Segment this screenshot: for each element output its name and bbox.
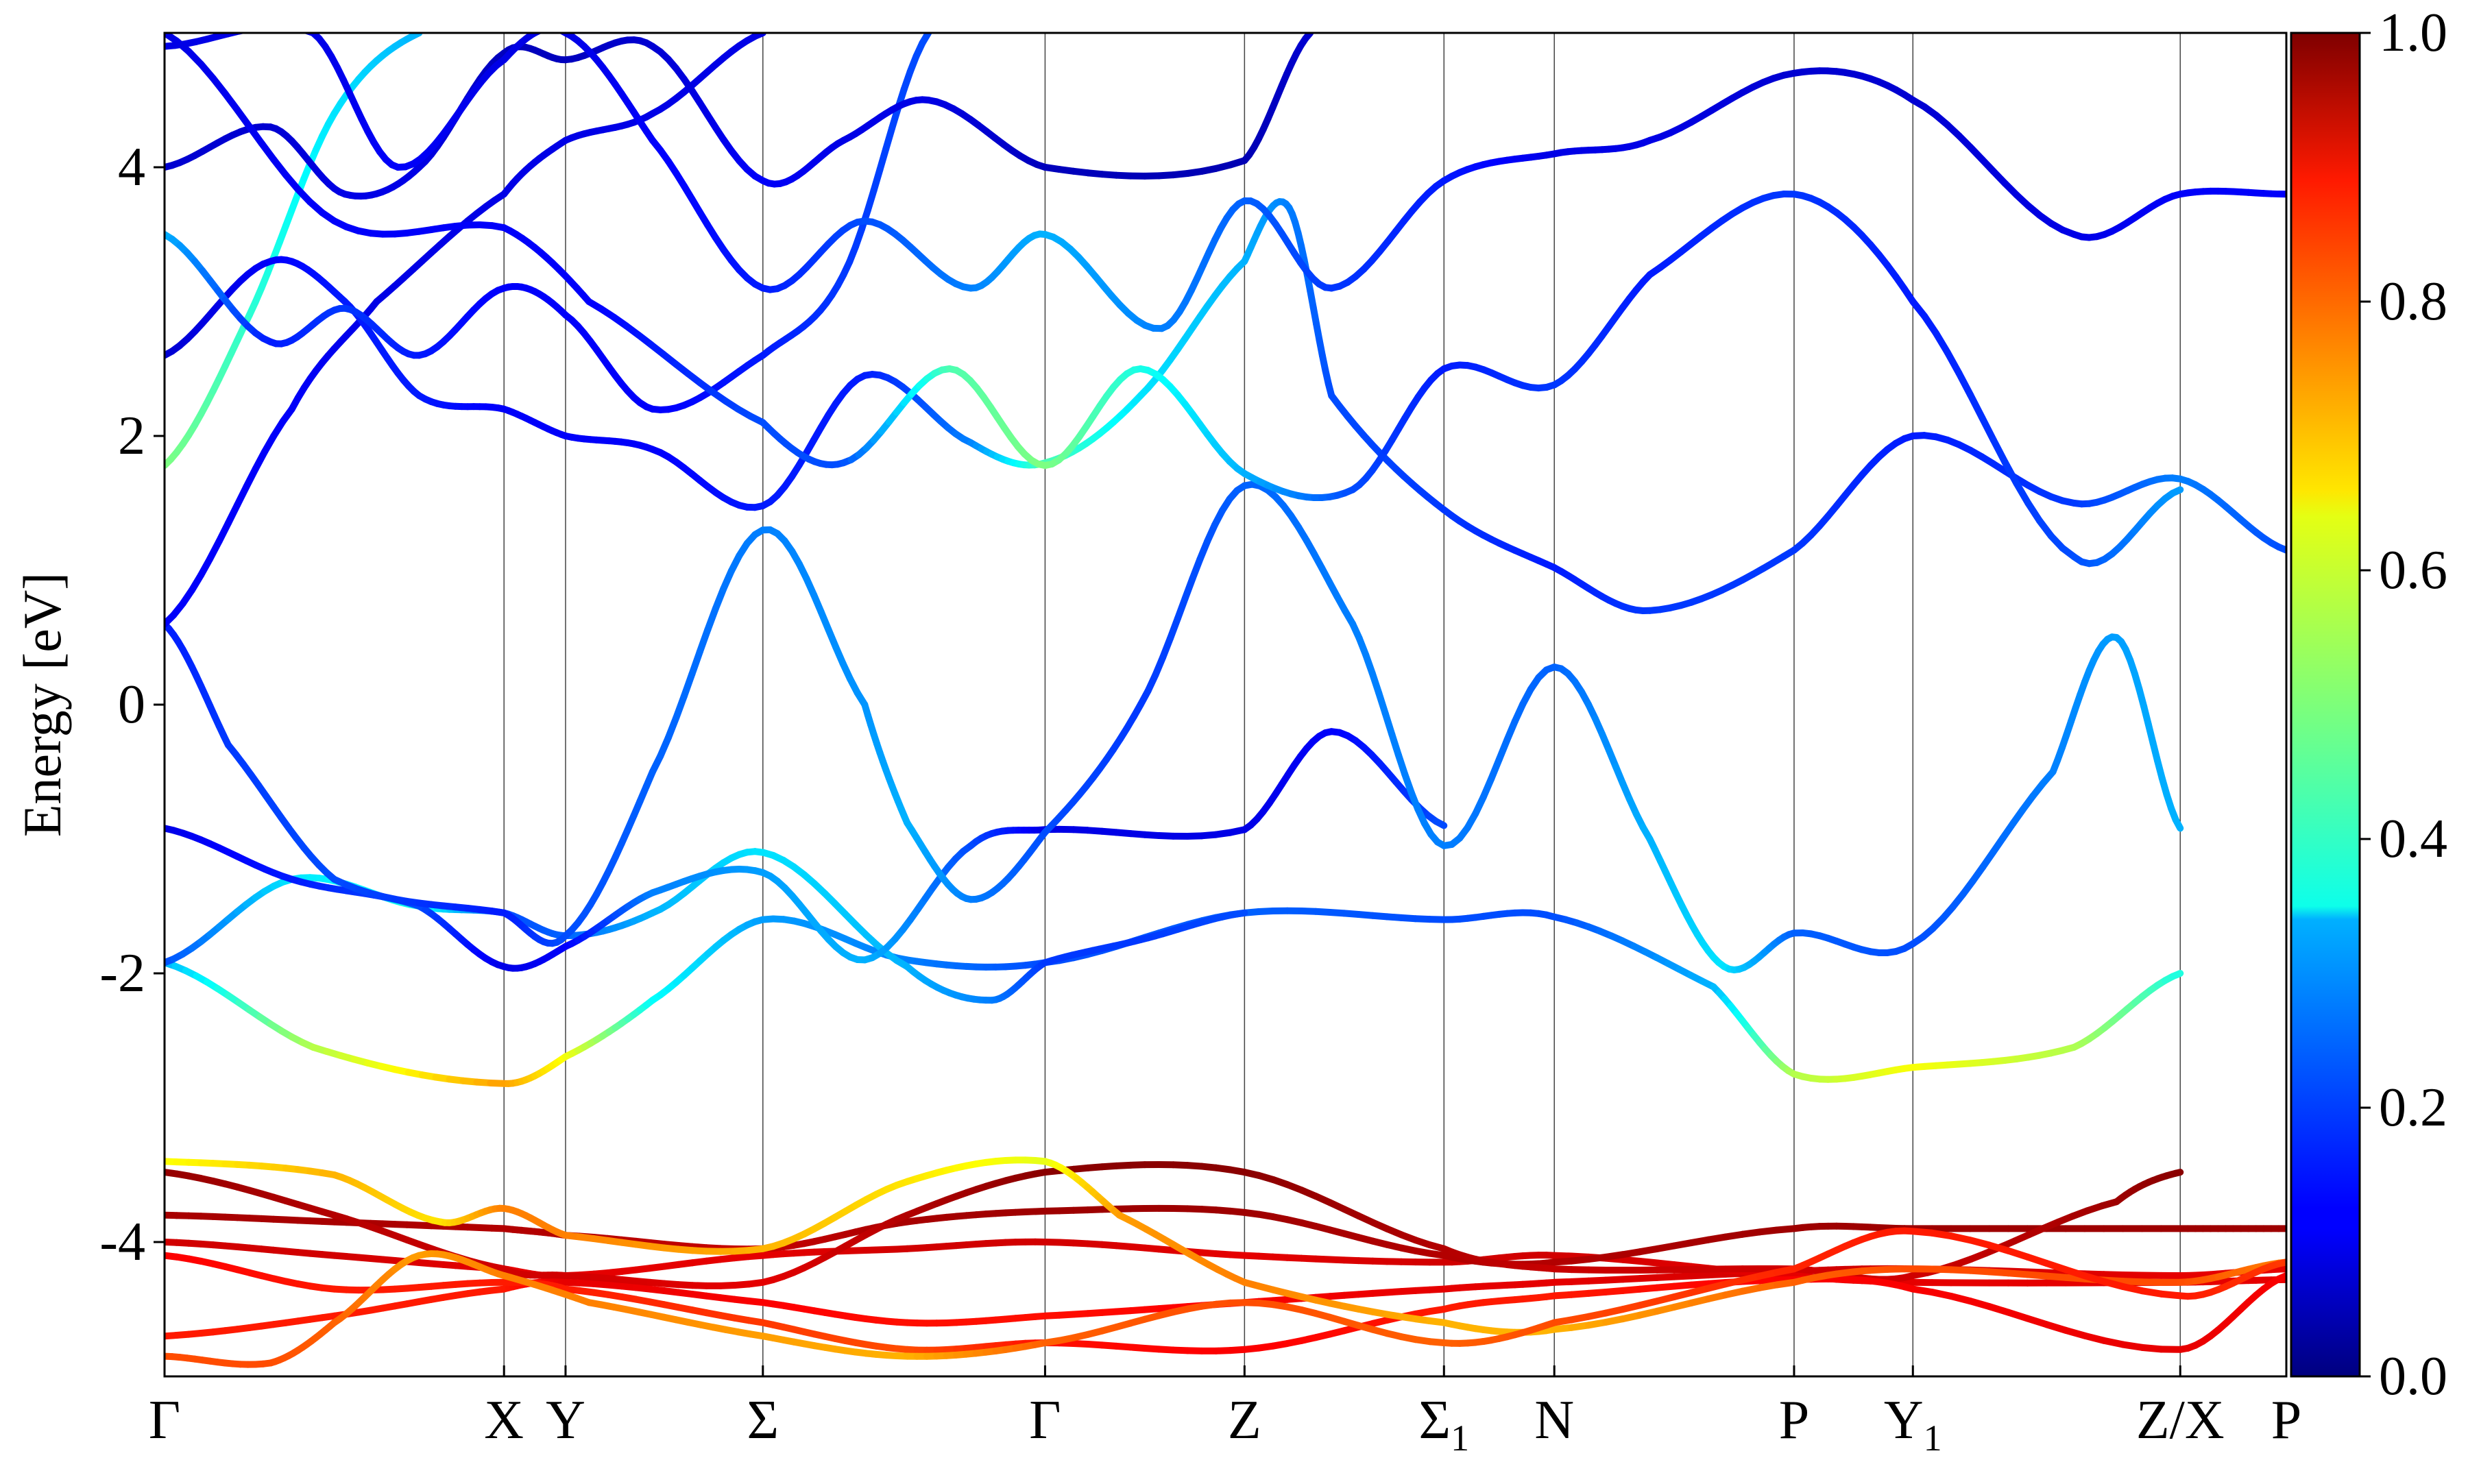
- y-tick-label: 2: [118, 406, 145, 466]
- y-axis-label: Energy [eV]: [12, 572, 72, 837]
- band-segment: [684, 674, 692, 696]
- colorbar: [2291, 33, 2360, 1376]
- y-tick-label: -2: [99, 943, 145, 1003]
- x-tick-label: Σ1: [1419, 1390, 1470, 1459]
- colorbar-tick-label: 1.0: [2379, 3, 2447, 63]
- band-14: [165, 33, 928, 410]
- band-segment: [2176, 1172, 2181, 1173]
- colorbar-tick-label: 0.6: [2379, 540, 2447, 600]
- band-segment: [539, 29, 543, 31]
- band-9: [165, 731, 1444, 968]
- band-segment: [1970, 395, 1982, 417]
- band-segment: [281, 26, 291, 27]
- colorbar-tick-label: 0.8: [2379, 271, 2447, 332]
- x-tick-label: N: [1534, 1390, 1574, 1450]
- band-segment: [260, 26, 270, 27]
- y-tick-label: 0: [118, 674, 145, 735]
- x-tick-label: P: [1779, 1390, 1810, 1450]
- y-tick-label: -4: [99, 1212, 145, 1272]
- band-segment: [2176, 820, 2181, 828]
- x-tick-label: Z/X: [2136, 1390, 2225, 1450]
- x-tick-label: Σ: [747, 1390, 779, 1450]
- x-tick-label: Y: [546, 1390, 585, 1450]
- band-10: [165, 485, 2180, 970]
- colorbar-ticks: 0.0 0.2 0.4 0.6 0.8 1.0: [2360, 3, 2447, 1407]
- band-12: [165, 33, 419, 465]
- band-13: [165, 202, 2286, 611]
- colorbar-tick-label: 0.2: [2379, 1078, 2447, 1138]
- x-tick-label: Y1: [1884, 1390, 1942, 1459]
- band-segment: [239, 29, 249, 31]
- band-segment: [2279, 1276, 2286, 1279]
- x-tick-label: X: [484, 1390, 524, 1450]
- band-segment: [1982, 417, 1994, 440]
- band-segment: [2279, 547, 2286, 550]
- x-tick-label: P: [2271, 1390, 2302, 1450]
- band-segment: [2173, 489, 2180, 493]
- band-segment: [2173, 973, 2180, 977]
- band-segment: [1994, 440, 2005, 462]
- colorbar-tick-label: 0.0: [2379, 1346, 2447, 1407]
- colorbar-tick-label: 0.4: [2379, 809, 2447, 869]
- y-tick-label: 4: [118, 137, 145, 197]
- band-segment: [292, 27, 302, 29]
- band-segment: [1237, 913, 1245, 914]
- x-tick-label: Z: [1228, 1390, 1261, 1450]
- band-segment: [557, 29, 561, 30]
- band-segment: [922, 33, 928, 43]
- band-segment: [700, 630, 707, 652]
- x-tick-label: Γ: [1029, 1390, 1061, 1450]
- y-axis-ticks: -4 -2 0 2 4: [99, 137, 165, 1272]
- bands-layer: [165, 26, 2286, 1364]
- band-segment: [544, 28, 548, 29]
- band-segment: [553, 28, 557, 29]
- x-tick-label: Γ: [149, 1390, 180, 1450]
- plot-frame: [165, 33, 2286, 1376]
- band-segment: [1959, 373, 1970, 395]
- band-segment: [692, 652, 699, 674]
- band-segment: [250, 27, 260, 29]
- band-16: [165, 33, 2180, 563]
- k-point-gridlines: [504, 33, 2180, 1376]
- band-segment: [1436, 821, 1444, 825]
- band-segment: [1948, 352, 1959, 373]
- band-7: [165, 911, 2180, 1084]
- band-segment: [2279, 1262, 2286, 1263]
